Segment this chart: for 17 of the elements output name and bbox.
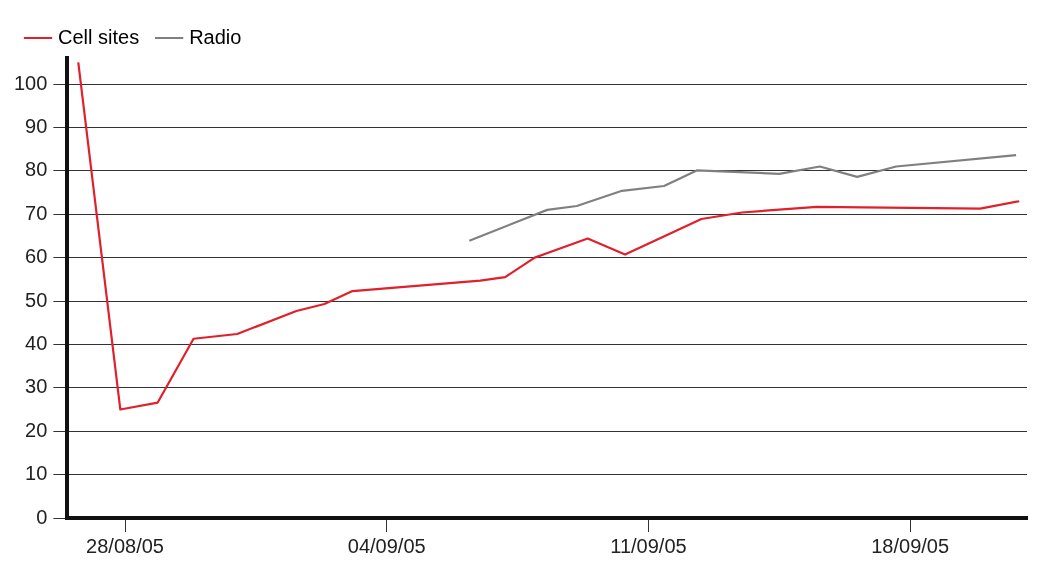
- y-tick-label: 60: [25, 245, 48, 268]
- x-tick-label: 28/08/05: [86, 534, 164, 557]
- legend-label: Cell sites: [58, 25, 140, 48]
- x-tick-label: 18/09/05: [871, 534, 950, 557]
- y-tick-label: 100: [13, 71, 48, 94]
- y-tick-label: 70: [25, 201, 48, 224]
- y-tick-label: 0: [36, 505, 48, 528]
- legend-label: Radio: [189, 25, 242, 48]
- x-tick-label: 04/09/05: [347, 534, 426, 557]
- y-tick-label: 30: [25, 375, 48, 398]
- y-tick-label: 10: [25, 462, 48, 485]
- y-tick-label: 20: [25, 418, 48, 441]
- y-tick-label: 50: [25, 288, 48, 311]
- x-tick-label: 11/09/05: [610, 534, 687, 557]
- y-tick-label: 80: [25, 158, 48, 181]
- y-tick-label: 90: [25, 114, 48, 137]
- y-tick-label: 40: [25, 331, 48, 354]
